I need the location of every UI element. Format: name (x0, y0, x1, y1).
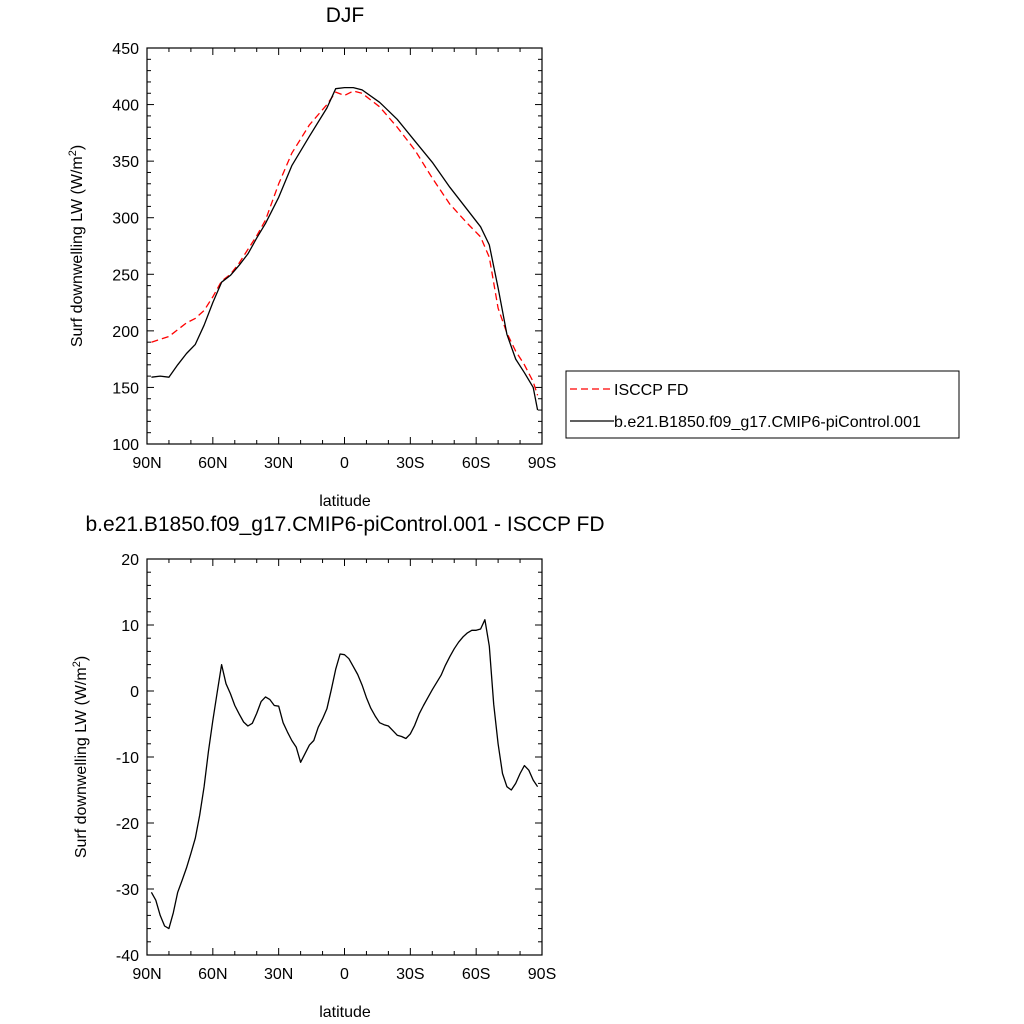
legend-label-isccp: ISCCP FD (614, 382, 688, 399)
bottom-xtick-label: 30S (396, 966, 424, 983)
top-xtick-label: 30S (396, 455, 424, 472)
bottom-xtick-label: 30N (264, 966, 293, 983)
bottom-xtick-label: 60N (198, 966, 227, 983)
bottom-ytick-label: 20 (121, 552, 139, 569)
bottom-xtick-label: 60S (462, 966, 490, 983)
bottom-ytick-label: 10 (121, 618, 139, 635)
bottom-xtick-label: 0 (340, 966, 349, 983)
bottom-chart-xlabel: latitude (319, 1004, 371, 1021)
top-ytick-label: 100 (112, 437, 139, 454)
top-series-line-0 (151, 90, 539, 396)
legend-label-model: b.e21.B1850.f09_g17.CMIP6-piControl.001 (614, 414, 921, 431)
top-chart-series (151, 86, 539, 411)
bottom-chart-title: b.e21.B1850.f09_g17.CMIP6-piControl.001 … (85, 513, 604, 536)
top-series-line-1 (151, 86, 539, 411)
bottom-ytick-label: -30 (116, 882, 139, 899)
top-chart-ticks: 90N 60N 30N 0 30S 60S 90S 100 150 200 250 300 350 400… (112, 41, 556, 472)
top-ytick-label: 150 (112, 380, 139, 397)
top-xtick-label: 90S (528, 455, 556, 472)
top-xtick-label: 60S (462, 455, 490, 472)
top-ytick-label: 400 (112, 98, 139, 115)
bottom-chart-panel: b.e21.B1850.f09_g17.CMIP6-piControl.001 … (71, 513, 605, 1021)
top-ytick-label: 450 (112, 41, 139, 58)
top-chart-title: DJF (326, 4, 365, 27)
bottom-series-line-0 (150, 619, 539, 930)
top-chart-ylabel: Surf downwelling LW (W/m2) (67, 145, 86, 347)
top-xtick-label: 0 (340, 455, 349, 472)
legend-box (565, 370, 960, 439)
bottom-chart-ylabel: Surf downwelling LW (W/m2) (71, 656, 90, 858)
bottom-chart-ticks: 90N 60N 30N 0 30S 60S 90S -40 -30 -20 -10 0 10 20 (116, 552, 556, 983)
bottom-ytick-label: -20 (116, 816, 139, 833)
top-xtick-label: 60N (198, 455, 227, 472)
bottom-ytick-label: -10 (116, 750, 139, 767)
top-ytick-label: 350 (112, 154, 139, 171)
bottom-xtick-label: 90N (132, 966, 161, 983)
bottom-ytick-label: 0 (130, 684, 139, 701)
top-ytick-label: 250 (112, 267, 139, 284)
bottom-ytick-label: -40 (116, 948, 139, 965)
top-xtick-label: 90N (132, 455, 161, 472)
bottom-chart-plot-frame (146, 558, 543, 956)
top-chart-xlabel: latitude (319, 493, 371, 510)
top-chart-plot-frame (146, 47, 543, 445)
top-xtick-label: 30N (264, 455, 293, 472)
bottom-chart-series (150, 619, 539, 930)
top-ytick-label: 300 (112, 211, 139, 228)
top-ytick-label: 200 (112, 324, 139, 341)
bottom-xtick-label: 90S (528, 966, 556, 983)
top-chart-legend: ISCCP FD b.e21.B1850.f09_g17.CMIP6-piCon… (565, 370, 960, 439)
top-chart-panel: DJF 90N 60N 30N 0 30S 60S 90S 100 150 200 250 300 35… (67, 4, 960, 510)
